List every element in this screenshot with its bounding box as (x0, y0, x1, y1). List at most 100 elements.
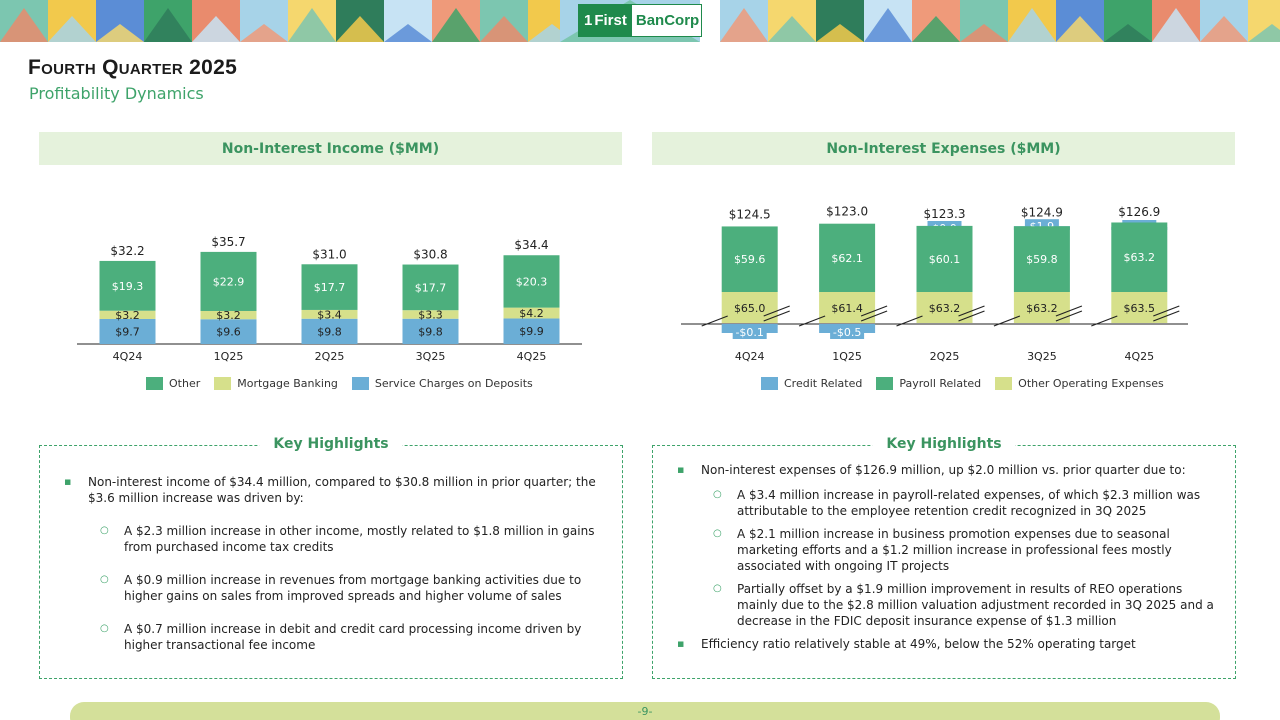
highlight-bullet: Efficiency ratio relatively stable at 49… (677, 636, 1221, 652)
bar-segment (1111, 292, 1168, 323)
data-label: $59.8 (1026, 253, 1058, 266)
logo-mark: 1 First (579, 5, 632, 36)
tick-label: 1Q25 (214, 350, 244, 363)
bar-segment (200, 251, 257, 311)
income-legend: Other Mortgage Banking Service Charges on … (146, 377, 533, 390)
page-subtitle: Profitability Dynamics (29, 84, 204, 103)
total-label: $124.9 (1021, 205, 1063, 219)
bar-segment (1111, 222, 1168, 292)
banner-shape (480, 16, 528, 42)
banner-shape (768, 16, 816, 42)
income-chart: $9.7 $3.2 $19.3 $32.2 4Q24 $9.6 $3.2 $22.9 $35.7… (77, 235, 582, 363)
data-label: $62.1 (831, 252, 863, 265)
highlight-sub-bullet: A $2.1 million increase in business prom… (677, 526, 1221, 574)
bar-segment (402, 318, 459, 344)
banner-shape (240, 24, 288, 42)
total-label: $30.8 (413, 248, 447, 262)
bar-segment (503, 255, 560, 308)
legend-entry: Other (146, 377, 200, 390)
tick-label: 2Q25 (315, 350, 345, 363)
banner-shape (1248, 24, 1280, 42)
banner-shape (1200, 16, 1248, 42)
data-label: $3.3 (418, 308, 443, 321)
logo-mark-first: First (594, 12, 627, 29)
data-label: $9.6 (216, 326, 241, 339)
bar-segment (503, 318, 560, 344)
highlight-bullet: Non-interest expenses of $126.9 million,… (677, 462, 1221, 478)
highlight-sub-bullet: A $3.4 million increase in payroll-relat… (677, 487, 1221, 519)
legend-label: Mortgage Banking (237, 377, 338, 390)
tick-label: 3Q25 (416, 350, 446, 363)
legend-label: Service Charges on Deposits (374, 377, 533, 390)
legend-swatch (761, 377, 778, 390)
legend-swatch (995, 377, 1013, 390)
data-label: $3.2 (216, 309, 241, 322)
data-label: $65.0 (734, 302, 766, 315)
banner-shape (1056, 16, 1104, 42)
expenses-legend: Credit Related Payroll Related Other Opera… (761, 377, 1164, 390)
axis-break-mark (860, 310, 888, 322)
bar-segment (916, 292, 973, 323)
data-label: -$0.1 (735, 326, 763, 339)
page-number: -9- (637, 705, 653, 718)
axis-break-mark (860, 305, 888, 317)
axis-break-mark (1153, 305, 1180, 317)
total-label: $124.5 (729, 207, 771, 221)
data-label: $9.9 (519, 325, 544, 338)
data-label-bg (830, 325, 865, 339)
data-label: $9.7 (115, 325, 140, 338)
banner-shape (288, 8, 336, 42)
data-label: $3.4 (317, 308, 342, 321)
expenses-chart: -$0.1 $59.6 $65.0 $124.5 4Q24 -$0.5 $62.1 $61.4… (681, 205, 1188, 363)
bar-segment (99, 318, 156, 344)
data-label: $20.3 (516, 275, 548, 288)
expenses-highlights-title: Key Highlights (872, 436, 1016, 452)
legend-label: Other (169, 377, 201, 390)
banner-shape (864, 8, 912, 42)
tick-label: 3Q25 (1027, 350, 1057, 363)
banner-shape (336, 16, 384, 42)
legend-swatch (214, 377, 232, 390)
axis-break-mark (993, 315, 1021, 327)
banner-shape (48, 16, 96, 42)
bar-segment (200, 310, 257, 320)
data-label: $63.5 (1124, 302, 1156, 315)
bar-segment (99, 310, 156, 319)
banner-shape (1008, 8, 1056, 42)
tick-label: 4Q25 (1124, 350, 1154, 363)
axis-break-mark (1055, 305, 1083, 317)
bar-segment (301, 309, 358, 319)
bar-segment (200, 319, 257, 344)
legend-entry: Service Charges on Deposits (351, 377, 533, 390)
tick-label: 4Q24 (735, 350, 765, 363)
data-label: $22.9 (213, 275, 245, 288)
expenses-highlights-box: Key Highlights Non-interest expenses of … (652, 436, 1236, 679)
data-label: $17.7 (314, 281, 346, 294)
expenses-chart-header: Non-Interest Expenses ($MM) (652, 132, 1235, 165)
bar-segment (819, 292, 876, 323)
total-label: $31.0 (312, 247, 346, 261)
total-label: $123.3 (924, 207, 966, 221)
legend-entry: Credit Related (761, 377, 862, 390)
banner-illustration (0, 0, 1280, 42)
data-label: $63.2 (1026, 302, 1058, 315)
banner-shape (912, 16, 960, 42)
bar-segment (1013, 226, 1070, 292)
banner-shape (384, 24, 432, 42)
bar-segment (916, 225, 973, 292)
banner-shape (1152, 8, 1200, 42)
banner-shape (720, 8, 768, 42)
legend-label: Credit Related (784, 377, 863, 390)
banner-shape (0, 8, 48, 42)
tick-label: 1Q25 (832, 350, 862, 363)
banner-shape (96, 24, 144, 42)
data-label: $3.2 (115, 309, 140, 322)
data-label: $9.8 (418, 325, 443, 338)
banner-shape (432, 8, 480, 42)
highlight-bullet: Non-interest income of $34.4 million, co… (64, 474, 604, 506)
bar-segment (301, 318, 358, 344)
legend-swatch (146, 377, 163, 390)
axis-break-mark (1091, 315, 1118, 327)
income-highlights-box: Key Highlights Non-interest income of $3… (39, 436, 623, 679)
banner-shape (960, 24, 1008, 42)
